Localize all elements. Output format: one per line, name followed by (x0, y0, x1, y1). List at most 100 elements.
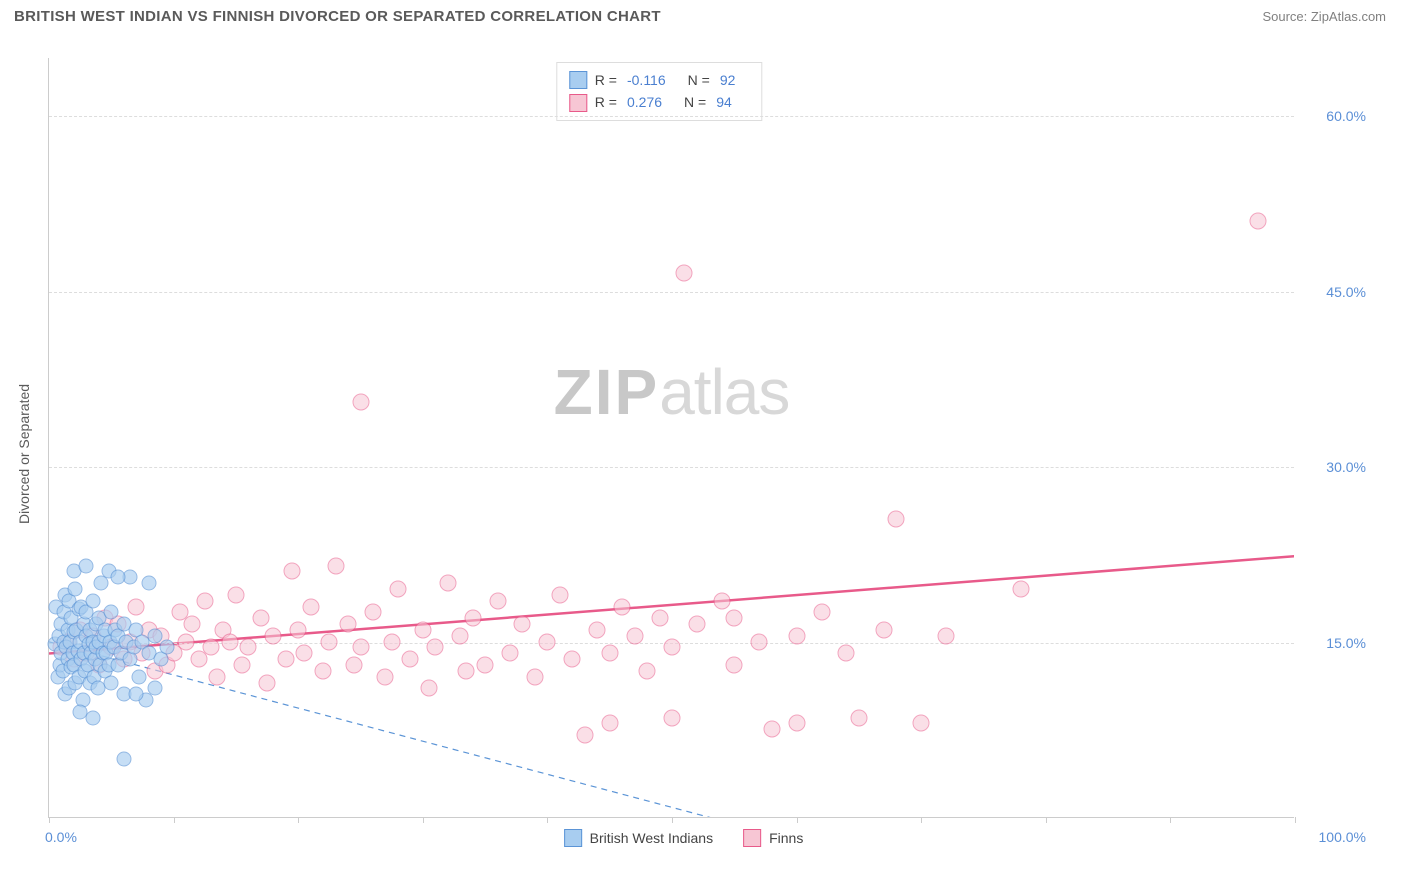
data-point (131, 669, 146, 684)
data-point (838, 645, 855, 662)
data-point (234, 657, 251, 674)
x-tick (1295, 817, 1296, 823)
data-point (321, 633, 338, 650)
data-point (402, 651, 419, 668)
data-point (129, 687, 144, 702)
data-point (340, 616, 357, 633)
data-point (147, 628, 162, 643)
data-point (160, 640, 175, 655)
y-tick-label: 45.0% (1326, 284, 1366, 300)
data-point (1012, 581, 1029, 598)
data-point (788, 627, 805, 644)
data-point (68, 582, 83, 597)
data-point (626, 627, 643, 644)
grid-line (49, 116, 1294, 117)
data-point (141, 576, 156, 591)
x-tick (1046, 817, 1047, 823)
grid-line (49, 292, 1294, 293)
y-tick-label: 30.0% (1326, 459, 1366, 475)
trend-lines-layer (49, 58, 1294, 817)
data-point (178, 633, 195, 650)
data-point (296, 645, 313, 662)
grid-line (49, 467, 1294, 468)
x-tick (921, 817, 922, 823)
data-point (526, 668, 543, 685)
y-tick-label: 15.0% (1326, 635, 1366, 651)
data-point (116, 751, 131, 766)
data-point (427, 639, 444, 656)
data-point (938, 627, 955, 644)
data-point (265, 627, 282, 644)
data-point (1249, 212, 1266, 229)
x-tick (423, 817, 424, 823)
data-point (913, 715, 930, 732)
data-point (352, 393, 369, 410)
data-point (763, 721, 780, 738)
data-point (259, 674, 276, 691)
data-point (564, 651, 581, 668)
data-point (302, 598, 319, 615)
data-point (713, 592, 730, 609)
data-point (875, 621, 892, 638)
data-point (788, 715, 805, 732)
x-tick (298, 817, 299, 823)
data-point (327, 557, 344, 574)
data-point (290, 621, 307, 638)
x-tick (547, 817, 548, 823)
data-point (221, 633, 238, 650)
stats-legend-row-1: R = 0.276 N = 94 (569, 91, 750, 113)
data-point (104, 605, 119, 620)
data-point (184, 616, 201, 633)
data-point (639, 662, 656, 679)
stats-legend: R = -0.116 N = 92 R = 0.276 N = 94 (556, 62, 763, 121)
legend-swatch-blue (569, 71, 587, 89)
data-point (377, 668, 394, 685)
data-point (688, 616, 705, 633)
x-tick (174, 817, 175, 823)
source-label: Source: ZipAtlas.com (1262, 9, 1386, 24)
series-legend-item-1: Finns (743, 829, 803, 847)
data-point (283, 563, 300, 580)
data-point (414, 621, 431, 638)
data-point (128, 598, 145, 615)
data-point (726, 657, 743, 674)
chart-title: BRITISH WEST INDIAN VS FINNISH DIVORCED … (14, 8, 661, 25)
data-point (464, 610, 481, 627)
data-point (209, 668, 226, 685)
y-axis-title: Divorced or Separated (16, 384, 32, 524)
data-point (389, 581, 406, 598)
y-tick-label: 60.0% (1326, 108, 1366, 124)
data-point (589, 621, 606, 638)
stats-legend-row-0: R = -0.116 N = 92 (569, 69, 750, 91)
data-point (664, 709, 681, 726)
data-point (346, 657, 363, 674)
data-point (439, 575, 456, 592)
data-point (421, 680, 438, 697)
data-point (458, 662, 475, 679)
data-point (85, 593, 100, 608)
data-point (104, 675, 119, 690)
x-axis-start-label: 0.0% (45, 829, 77, 845)
data-point (601, 645, 618, 662)
x-tick (1170, 817, 1171, 823)
data-point (383, 633, 400, 650)
data-point (477, 657, 494, 674)
data-point (664, 639, 681, 656)
series-legend: British West Indians Finns (564, 829, 804, 847)
legend-swatch-pink (569, 94, 587, 112)
legend-swatch-pink-2 (743, 829, 761, 847)
data-point (850, 709, 867, 726)
data-point (79, 558, 94, 573)
data-point (726, 610, 743, 627)
data-point (147, 681, 162, 696)
data-point (85, 710, 100, 725)
data-point (110, 570, 125, 585)
data-point (240, 639, 257, 656)
data-point (364, 604, 381, 621)
x-tick (49, 817, 50, 823)
data-point (888, 510, 905, 527)
data-point (315, 662, 332, 679)
data-point (277, 651, 294, 668)
data-point (651, 610, 668, 627)
data-point (502, 645, 519, 662)
